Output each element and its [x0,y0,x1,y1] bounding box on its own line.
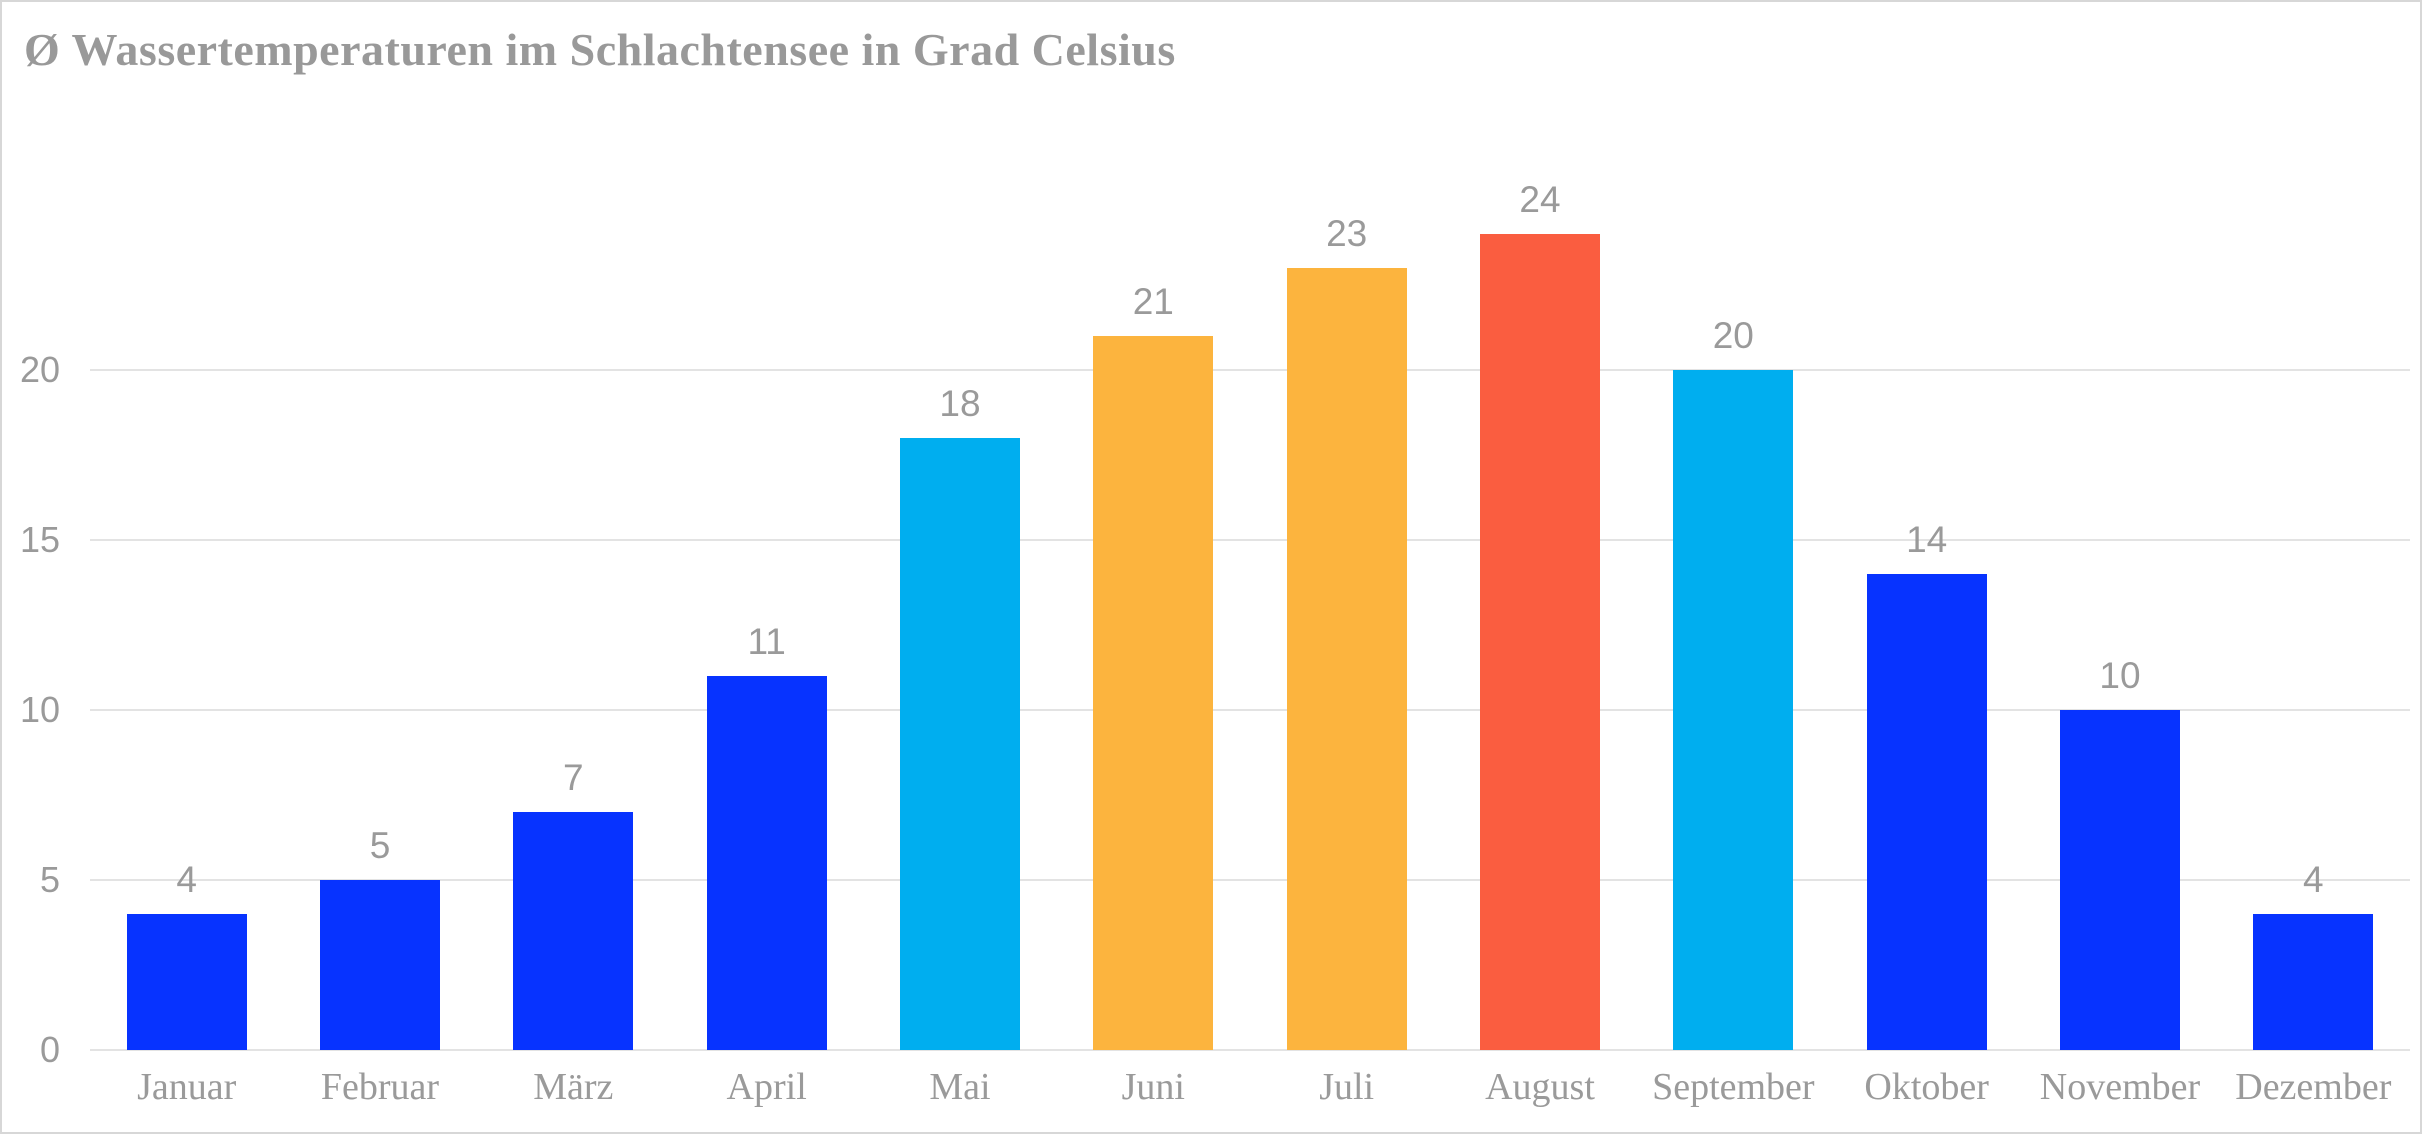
bar-value-label: 21 [1132,281,1174,322]
bar-value-label: 10 [2099,655,2141,696]
gridline [90,369,2410,371]
chart-title: Ø Wassertemperaturen im Schlachtensee in… [24,24,1176,75]
bar-value-label: 23 [1326,213,1368,254]
bar [320,880,440,1050]
gridline [90,879,2410,881]
bar-value-label: 18 [939,383,981,424]
bar-value-label: 11 [747,621,786,662]
bar [1093,336,1214,1050]
bar-value-label: 14 [1906,519,1948,560]
gridline [90,1049,2410,1051]
bar-value-label: 4 [2303,859,2324,900]
x-axis-label: April [726,1066,807,1108]
y-axis-tick-label: 5 [39,859,60,900]
bar [126,914,247,1050]
x-axis-label: Februar [320,1066,440,1108]
y-axis-tick-label: 0 [39,1029,60,1070]
x-axis-label: Oktober [1864,1066,1989,1108]
y-axis-tick-label: 20 [19,349,60,390]
bar [1480,234,1600,1050]
bar-value-label: 7 [563,757,584,798]
y-axis-tick-label: 10 [19,689,60,730]
gridline [90,709,2410,711]
x-axis-label: August [1485,1066,1595,1108]
bar [1673,370,1794,1050]
bar [513,812,634,1050]
bar-value-label: 4 [176,859,197,900]
bar-value-label: 24 [1519,179,1561,220]
gridline [90,539,2410,541]
bar [900,438,1020,1050]
x-axis-label: Juni [1121,1066,1185,1108]
x-axis-label: September [1652,1066,1815,1108]
x-axis-label: November [2039,1066,2201,1108]
bar [1286,268,1407,1050]
x-axis-label: Mai [929,1066,991,1108]
x-axis-label: Januar [137,1066,237,1108]
x-axis-label: Juli [1319,1066,1375,1108]
bar [2253,914,2374,1050]
bar-value-label: 5 [369,825,391,866]
bar-value-label: 20 [1712,315,1754,356]
x-axis-label: März [533,1066,614,1108]
bar [2060,710,2180,1050]
y-axis-tick-label: 15 [19,519,60,560]
bar [706,676,827,1050]
bar [1866,574,1987,1050]
x-axis-label: Dezember [2235,1066,2392,1108]
